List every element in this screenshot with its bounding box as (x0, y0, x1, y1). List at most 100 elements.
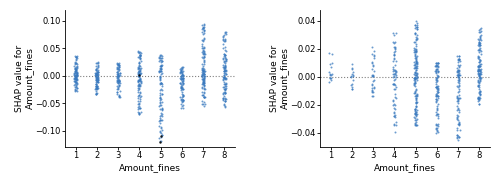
Point (221, 56, 229, 60)
Point (474, 65, 482, 68)
Point (222, 99, 230, 102)
Point (94, 76, 102, 79)
Point (475, 64, 483, 67)
Point (221, 70, 229, 73)
Point (455, 83, 463, 86)
Point (156, 105, 164, 108)
Point (390, 78, 398, 81)
Point (94, 70, 102, 73)
Point (220, 33, 228, 36)
Point (199, 94, 207, 97)
Point (454, 110, 462, 113)
Point (198, 56, 206, 59)
Point (72, 75, 80, 78)
Point (115, 74, 123, 77)
Point (72, 77, 80, 80)
Point (454, 94, 462, 97)
Point (219, 37, 227, 40)
Point (348, 83, 356, 86)
Point (453, 96, 461, 99)
Point (179, 99, 187, 102)
Point (476, 91, 484, 94)
Point (325, 81, 333, 84)
Point (220, 70, 228, 73)
Point (113, 84, 121, 88)
Point (222, 69, 230, 72)
Point (70, 73, 78, 76)
Point (200, 56, 207, 59)
Point (476, 83, 484, 86)
Point (136, 51, 144, 54)
Point (434, 124, 442, 127)
Point (135, 60, 143, 63)
Point (220, 91, 228, 94)
Point (136, 54, 144, 57)
Point (199, 26, 207, 29)
Point (92, 64, 100, 67)
Point (454, 100, 462, 103)
Point (474, 84, 482, 87)
Y-axis label: SHAP value for
Amount_fines: SHAP value for Amount_fines (14, 45, 34, 112)
Point (114, 62, 122, 65)
Point (72, 83, 80, 86)
Point (178, 68, 186, 71)
Point (200, 80, 207, 83)
Point (474, 64, 482, 67)
Point (412, 101, 420, 104)
Point (136, 91, 143, 94)
Point (221, 69, 229, 72)
Point (368, 88, 376, 91)
Point (200, 81, 207, 84)
Point (368, 52, 376, 55)
Point (220, 57, 228, 61)
Point (412, 26, 420, 29)
Point (92, 76, 100, 79)
Point (413, 61, 421, 64)
Point (156, 140, 164, 143)
Point (199, 81, 207, 84)
Point (198, 51, 205, 54)
Point (474, 64, 482, 67)
Point (411, 110, 419, 113)
Point (114, 76, 122, 79)
Point (412, 62, 420, 65)
Point (390, 70, 398, 73)
Point (432, 95, 440, 98)
Point (390, 107, 398, 110)
Point (474, 70, 482, 73)
Point (94, 81, 102, 84)
Point (412, 48, 420, 51)
Point (476, 92, 484, 95)
Point (389, 99, 397, 102)
Point (178, 87, 186, 90)
Point (454, 69, 462, 72)
Point (200, 96, 208, 99)
Point (73, 67, 81, 70)
Point (198, 90, 206, 93)
Point (156, 114, 164, 117)
Point (432, 122, 440, 125)
Point (432, 113, 440, 117)
Point (134, 80, 142, 83)
Point (474, 65, 482, 68)
Point (220, 83, 228, 86)
Point (94, 74, 102, 77)
Point (368, 60, 376, 64)
Point (476, 75, 484, 78)
Point (475, 87, 483, 90)
Point (178, 77, 186, 80)
Point (70, 66, 78, 70)
Point (200, 36, 208, 39)
Point (390, 112, 398, 115)
Point (412, 62, 420, 65)
X-axis label: Amount_fines: Amount_fines (374, 163, 436, 172)
Point (116, 95, 124, 99)
Point (390, 124, 398, 127)
Point (136, 72, 143, 75)
Point (200, 31, 208, 34)
Point (157, 70, 165, 73)
Point (158, 55, 166, 58)
Point (432, 78, 440, 81)
Point (70, 64, 78, 67)
Point (475, 47, 483, 50)
